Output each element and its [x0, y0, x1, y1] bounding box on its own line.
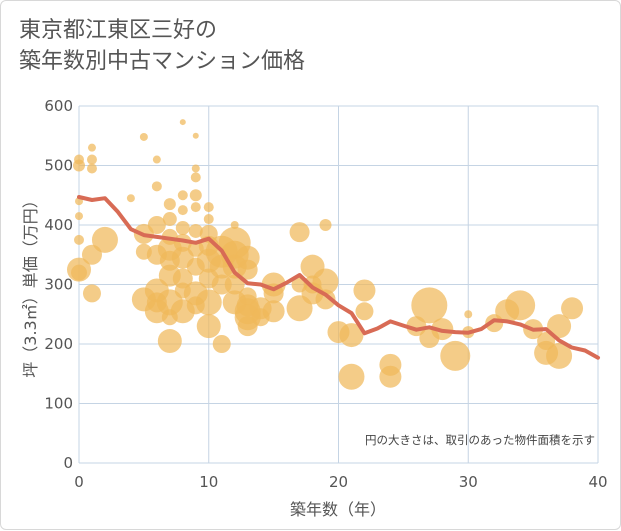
bubble-point	[73, 159, 85, 172]
bubble-point	[190, 202, 201, 213]
bubble-point	[175, 220, 190, 235]
bubble-point	[91, 226, 118, 253]
bubble-point	[464, 310, 473, 319]
bubble-point	[195, 289, 222, 316]
bubble-point	[162, 212, 177, 227]
y-tick-label: 400	[44, 216, 73, 234]
y-tick-label: 0	[63, 454, 73, 472]
y-tick-label: 100	[44, 395, 73, 413]
y-tick-label: 500	[44, 157, 73, 175]
trend-line-layer	[77, 195, 600, 360]
x-tick-label: 10	[199, 473, 218, 491]
bubble-point	[163, 198, 176, 211]
bubble-point	[147, 216, 166, 234]
bubble-point	[561, 297, 584, 320]
bubble-point	[196, 314, 221, 339]
bubble-point	[192, 132, 199, 139]
bubble-point	[191, 164, 200, 173]
y-axis-title: 坪（3.3㎡）単価（万円）	[21, 192, 40, 377]
bubble-point	[355, 302, 374, 321]
bubble-point	[177, 190, 188, 201]
x-tick-label: 20	[329, 473, 348, 491]
bubble-point	[353, 279, 376, 302]
bubble-point	[547, 314, 572, 339]
bubble-point	[74, 234, 84, 245]
x-axis-title: 築年数（年）	[290, 500, 386, 519]
size-note: 円の大きさは、取引のあった物件面積を示す	[365, 433, 595, 447]
bubble-layer	[67, 119, 584, 390]
x-tick-label: 30	[459, 473, 478, 491]
bubble-point	[315, 289, 336, 310]
bubble-point	[189, 189, 202, 202]
bubble-point	[151, 181, 162, 192]
bubble-point	[203, 202, 214, 213]
bubble-point	[172, 268, 193, 289]
bubble-point	[411, 287, 448, 324]
bubble-point	[190, 172, 201, 183]
bubble-point	[87, 143, 96, 152]
bubble-point	[203, 214, 214, 225]
bubble-point	[289, 222, 310, 243]
bubble-point	[126, 194, 135, 203]
bubble-point	[179, 119, 186, 126]
bubble-point	[157, 329, 182, 354]
bubble-point	[188, 223, 203, 238]
bubble-point	[546, 342, 573, 369]
bubble-point	[71, 264, 87, 281]
bubble-point	[440, 340, 471, 371]
bubble-point	[319, 219, 332, 231]
x-tick-label: 0	[74, 473, 84, 491]
bubble-point	[262, 300, 285, 323]
y-tick-label: 600	[44, 97, 73, 115]
y-tick-label: 300	[44, 276, 73, 294]
bubble-point	[86, 154, 97, 165]
bubble-point	[82, 284, 101, 303]
bubble-point	[237, 259, 258, 280]
bubble-point	[224, 274, 245, 295]
bubble-point	[177, 205, 188, 216]
bubble-point	[212, 335, 231, 353]
bubble-point	[86, 163, 97, 174]
bubble-point	[338, 363, 365, 390]
bubble-point	[379, 365, 402, 388]
bubble-point	[139, 132, 148, 141]
bubble-point	[505, 290, 536, 321]
bubble-point	[75, 212, 83, 221]
bubble-point	[312, 268, 339, 295]
bubble-point	[339, 323, 364, 348]
y-tick-label: 200	[44, 335, 73, 353]
x-tick-label: 40	[588, 473, 607, 491]
average-price-line	[77, 195, 600, 360]
chart-title: 東京都江東区三好の 築年数別中古マンション価格	[19, 18, 306, 74]
bubble-point	[152, 155, 161, 164]
